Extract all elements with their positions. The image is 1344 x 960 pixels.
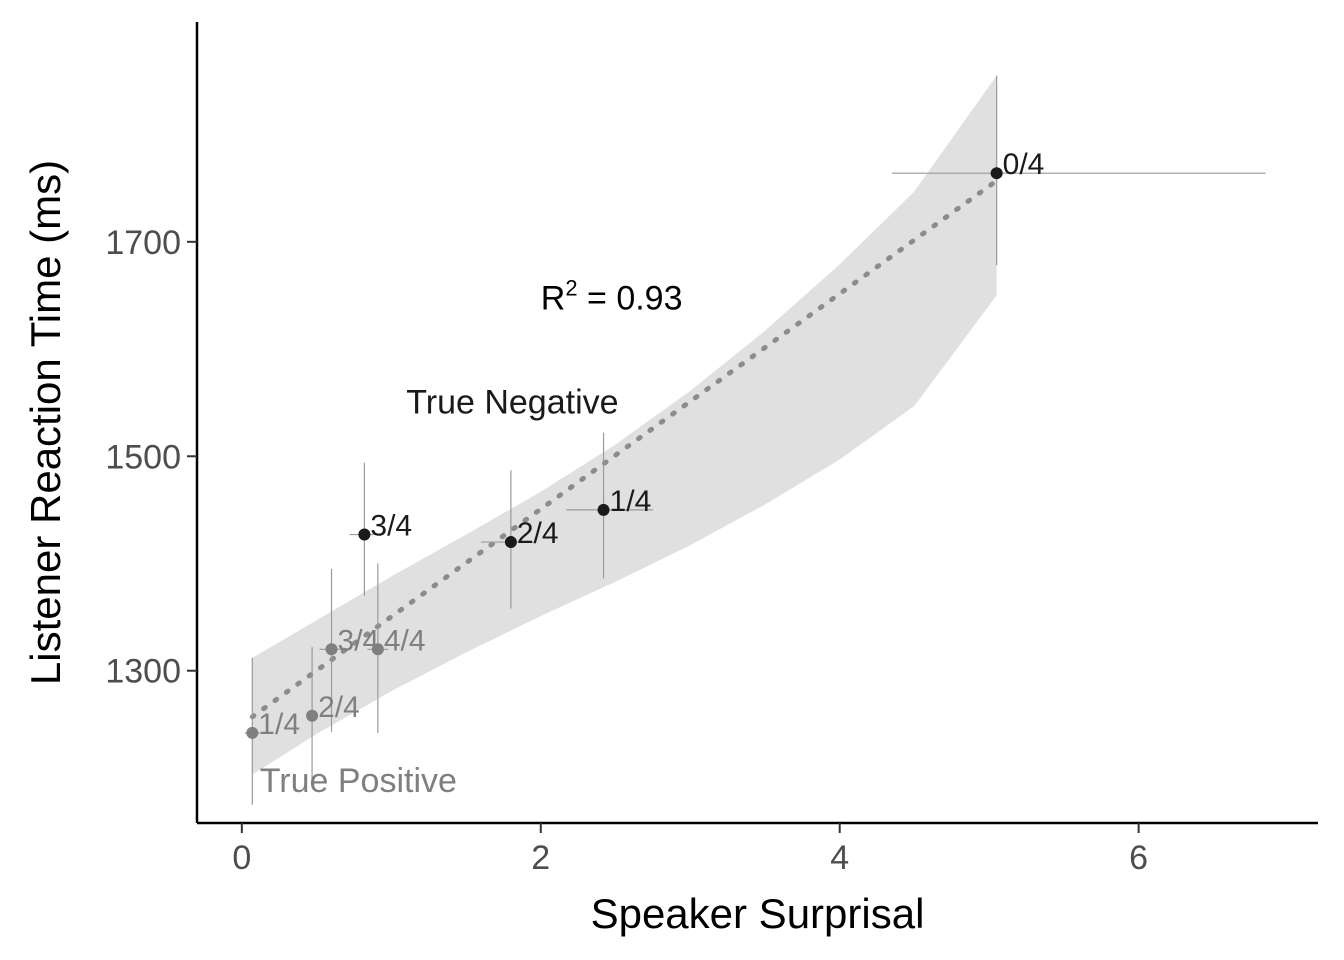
true-positive-point (306, 709, 319, 722)
x-tick-label: 2 (531, 839, 550, 877)
true-negative-point-label: 1/4 (610, 485, 652, 518)
x-axis-title: Speaker Surprisal (591, 890, 925, 937)
true-negative-point (504, 536, 517, 549)
true-negative-point (990, 167, 1003, 180)
true-negative-point-label: 3/4 (370, 510, 412, 543)
r-squared-symbol: R (541, 279, 566, 317)
confidence-ribbon (252, 75, 997, 775)
true-positive-point-label: 3/4 (338, 624, 380, 657)
x-tick-label: 4 (830, 839, 849, 877)
true-positive-point (246, 726, 259, 739)
true-positive-point-label: 4/4 (384, 624, 426, 657)
true-positive-point (325, 643, 338, 656)
y-tick-label: 1700 (105, 224, 181, 262)
y-axis-title: Listener Reaction Time (ms) (22, 160, 69, 685)
group-label-true-positive: True Positive (260, 762, 457, 800)
true-negative-point (597, 503, 610, 516)
x-tick-label: 0 (232, 839, 251, 877)
point-label-layer: 3/4 2/41/40/41/42/43/4 4/4 (258, 148, 1044, 741)
trend-line (249, 178, 1000, 720)
x-axis-ticks: 0 2 4 6 (232, 823, 1148, 877)
true-positive-point (371, 643, 384, 656)
y-tick-label: 1500 (105, 438, 181, 476)
x-tick-label: 6 (1129, 839, 1148, 877)
r-squared-value: = 0.93 (578, 279, 683, 317)
y-axis-ticks: 1300 1500 1700 (105, 224, 197, 691)
r-squared-annotation: R2 = 0.93 (541, 275, 683, 317)
true-negative-point-label: 2/4 (517, 517, 559, 550)
r-squared-superscript: 2 (565, 275, 577, 300)
group-label-true-negative: True Negative (406, 383, 618, 421)
confidence-ribbon-layer (252, 75, 997, 775)
true-positive-point-label: 2/4 (318, 691, 360, 724)
y-tick-label: 1300 (105, 653, 181, 691)
true-negative-point-label: 0/4 (1003, 148, 1045, 181)
true-negative-point (358, 528, 371, 541)
true-positive-point-label: 1/4 (258, 708, 300, 741)
trend-line-layer (249, 178, 1000, 720)
data-point-layer (246, 167, 1003, 739)
